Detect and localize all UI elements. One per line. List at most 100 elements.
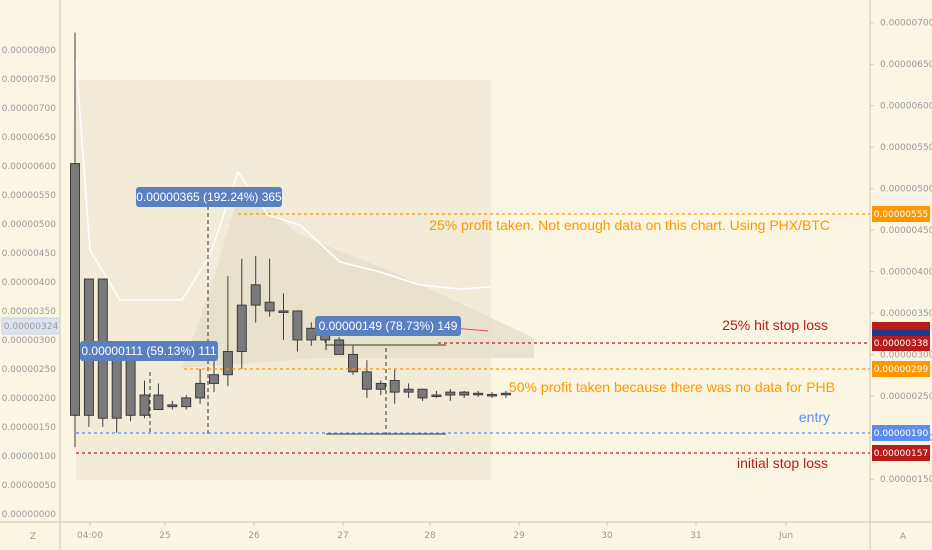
price-tag (872, 425, 930, 441)
left-tick-label: 0.00000150 (2, 423, 57, 433)
candle-body (334, 339, 345, 355)
price-tag (872, 206, 930, 222)
candle-body (445, 391, 456, 396)
x-tick-label: 31 (690, 531, 701, 541)
candle (153, 383, 164, 411)
x-tick-label: Jun (778, 531, 793, 541)
candle (292, 310, 303, 352)
left-tick-label: 0.00000550 (2, 191, 57, 201)
right-tick-label: 0.00000150 (880, 475, 932, 485)
candle-body (459, 391, 470, 396)
left-tick-label: 0.00000800 (2, 46, 57, 56)
current-price-label: 0.00000324 (4, 322, 59, 332)
left-tick-label: 0.00000750 (2, 75, 57, 85)
right-tick-label: 0.00000700 (880, 19, 932, 29)
candle-body (403, 388, 414, 393)
left-tick-label: 0.00000000 (2, 510, 57, 520)
x-tick-label: 04:00 (77, 531, 103, 541)
price-tag-label: 0.00000190 (874, 429, 929, 439)
right-tick-label: 0.00000350 (880, 309, 932, 319)
candle-body (70, 163, 80, 416)
measurement-label: 0.00000365 (192.24%) 365 (136, 190, 282, 204)
price-tag-label: 0.00000299 (874, 365, 929, 375)
candle (500, 390, 511, 398)
auto-scale-button-label[interactable]: A (900, 532, 907, 542)
candle-body (209, 374, 219, 384)
label-layer: 0.00000555 0.00000338 0.00000299 0.00000190… (1, 187, 930, 461)
left-tick-label: 0.00000300 (2, 336, 57, 346)
measurement-bubble (80, 341, 218, 361)
left-tick-label: 0.00000250 (2, 365, 57, 375)
price-tag-label: 0.00000555 (874, 210, 928, 220)
right-tick-label: 0.00000300 (880, 351, 932, 361)
candle (487, 392, 497, 398)
left-tick-label: 0.00000100 (2, 452, 57, 462)
current-price-tag (1, 317, 61, 335)
left-tick-label: 0.00000400 (2, 278, 57, 288)
candle (70, 32, 80, 448)
candle-body (236, 304, 247, 353)
left-tick-label: 0.00000600 (2, 162, 57, 172)
candle-body (139, 394, 150, 416)
level-note: 25% hit stop loss (722, 317, 828, 333)
candle-body (222, 351, 233, 376)
candle (473, 390, 484, 397)
candle-body (181, 397, 192, 408)
price-tag (872, 361, 930, 377)
x-tick-label: 25 (159, 531, 170, 541)
candle-body (292, 310, 303, 341)
level-note: 50% profit taken because there was no da… (509, 379, 835, 395)
zoom-button-label[interactable]: Z (30, 532, 36, 542)
right-tick-label: 0.00000600 (880, 102, 932, 112)
candle-body (264, 301, 275, 312)
candle-body (389, 380, 400, 393)
right-tick-label: 0.00000550 (880, 143, 932, 153)
left-tick-label: 0.00000350 (2, 307, 57, 317)
x-tick-label: 30 (601, 531, 613, 541)
measurement-label: 0.00000149 (78.73%) 149 (319, 319, 458, 333)
candle (445, 389, 456, 401)
candle (334, 337, 345, 355)
horizontal-line-layer: 25% profit taken. Not enough data on thi… (76, 213, 870, 471)
x-tick-label: 28 (424, 531, 436, 541)
candle (222, 276, 233, 387)
candle (403, 383, 414, 398)
measurement-bubble (136, 187, 282, 207)
left-tick-label: 0.00000700 (2, 104, 57, 114)
candle-body (195, 382, 206, 399)
level-note: initial stop loss (737, 455, 828, 471)
candle (361, 360, 372, 398)
candle-body (348, 353, 358, 373)
candle (348, 345, 358, 375)
candle (195, 368, 206, 404)
level-note: entry (799, 409, 830, 425)
candle-body (167, 404, 178, 408)
price-tag-label: 0.00000338 (874, 339, 929, 349)
candle (278, 293, 289, 340)
candle (181, 395, 192, 410)
left-tick-label: 0.00000650 (2, 133, 57, 143)
right-tick-label: 0.00000450 (880, 226, 932, 236)
left-tick-label: 0.00000450 (2, 249, 57, 259)
right-tick-label: 0.00000400 (880, 268, 932, 278)
right-tick-label: 0.00000650 (880, 60, 932, 70)
level-note: 25% profit taken. Not enough data on thi… (429, 217, 830, 233)
candle (389, 368, 400, 404)
candle-body (431, 394, 442, 398)
left-tick-label: 0.00000500 (2, 220, 57, 230)
candle (417, 388, 428, 401)
candle-body (361, 371, 372, 390)
candle (167, 400, 178, 410)
candle-body (306, 327, 317, 341)
left-tick-label: 0.00000200 (2, 394, 57, 404)
candle-body (153, 394, 164, 411)
x-tick-label: 27 (337, 531, 348, 541)
price-tag (872, 335, 930, 351)
candle-body (375, 382, 386, 390)
measurement-label: 0.00000111 (59.13%) 111 (81, 344, 217, 358)
candle-body (487, 393, 497, 397)
candle-body (250, 284, 261, 306)
price-tag-stacked (872, 330, 930, 336)
